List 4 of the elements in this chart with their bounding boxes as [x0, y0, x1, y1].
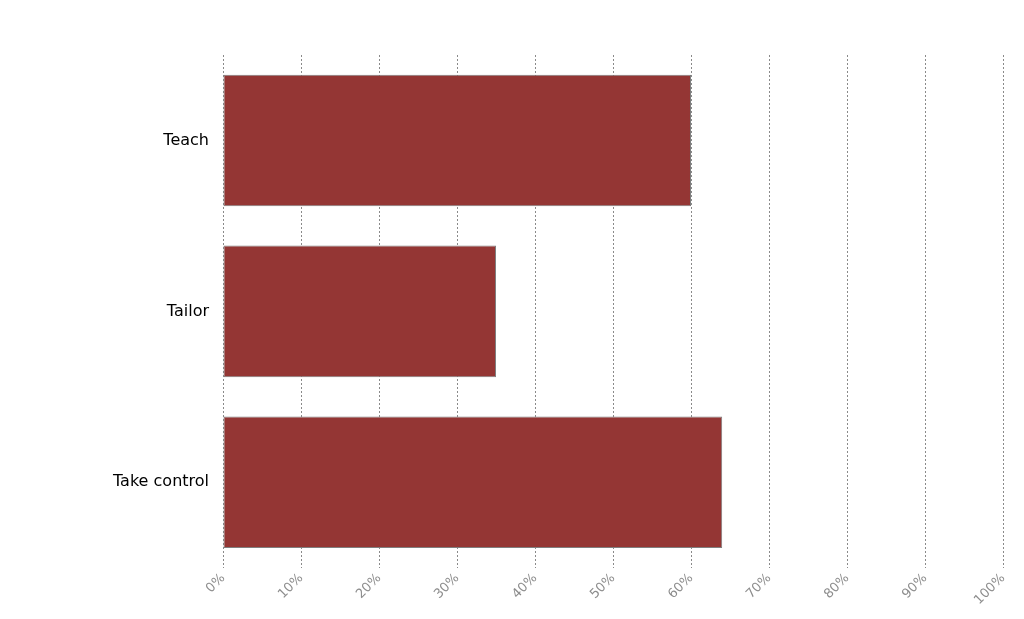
y-tick-label: Teach	[162, 129, 209, 149]
x-tick-label: 0%	[202, 570, 228, 596]
y-tick-label: Take control	[111, 471, 209, 491]
y-tick-label: Tailor	[165, 300, 210, 320]
